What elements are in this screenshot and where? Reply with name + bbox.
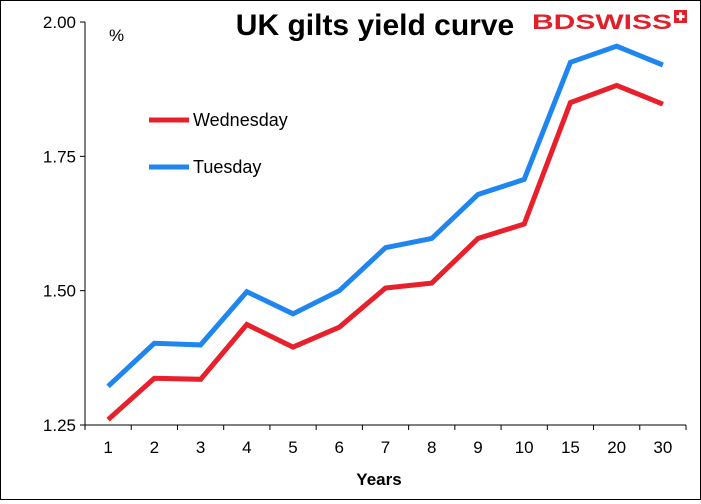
y-tick-label: 2.00 [43, 13, 76, 32]
x-tick-label: 5 [288, 438, 297, 457]
series-lines [106, 43, 664, 422]
y-tick-label: 1.25 [43, 416, 76, 435]
x-tick-label: 30 [653, 438, 672, 457]
brand-logo: BDSWISS [532, 10, 687, 34]
x-tick-label: 9 [473, 438, 482, 457]
x-tick-label: 8 [427, 438, 436, 457]
legend: Wednesday Tuesday [149, 110, 288, 177]
x-tick-label: 20 [607, 438, 626, 457]
x-axis-ticks: 1 2 3 4 5 6 7 8 9 10 15 20 30 [84, 425, 687, 457]
x-axis-title: Years [356, 470, 401, 489]
x-tick-label: 3 [196, 438, 205, 457]
x-tick-label: 10 [515, 438, 534, 457]
axes [84, 22, 686, 426]
y-tick-label: 1.50 [43, 282, 76, 301]
y-tick-label: 1.75 [43, 147, 76, 166]
x-tick-label: 15 [561, 438, 580, 457]
x-tick-label: 7 [381, 438, 390, 457]
logo-text: BDSWISS [532, 11, 672, 34]
legend-label-tuesday: Tuesday [193, 157, 261, 177]
x-tick-label: 4 [242, 438, 251, 457]
y-unit-label: % [109, 26, 124, 45]
series-line-wednesday [106, 82, 664, 422]
y-axis-ticks: 1.25 1.50 1.75 2.00 [43, 13, 85, 435]
x-tick-label: 6 [335, 438, 344, 457]
x-tick-label: 2 [150, 438, 159, 457]
x-tick-label: 1 [103, 438, 112, 457]
legend-label-wednesday: Wednesday [193, 110, 288, 130]
series-line-tuesday [106, 43, 664, 389]
swiss-cross-v [679, 12, 682, 21]
chart-title: UK gilts yield curve [236, 9, 514, 42]
